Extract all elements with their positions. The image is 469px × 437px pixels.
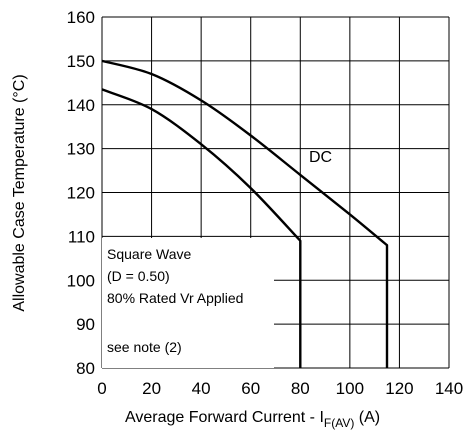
y-tick-label: 140 — [67, 96, 95, 115]
x-axis-label: Average Forward Current - IF(AV) (A) — [125, 409, 380, 430]
annotation-rated-vr: 80% Rated Vr Applied — [107, 290, 243, 306]
y-axis-label: Allowable Case Temperature (°C) — [11, 74, 28, 311]
x-tick-label: 80 — [291, 379, 310, 398]
x-axis-label-unit: (A) — [354, 409, 380, 426]
x-tick-label: 0 — [97, 379, 106, 398]
annotation-duty-cycle: (D = 0.50) — [107, 268, 170, 284]
x-tick-label: 40 — [192, 379, 211, 398]
annotation-square-wave: Square Wave — [107, 246, 192, 262]
y-tick-label: 110 — [68, 227, 95, 246]
y-tick-label: 150 — [67, 52, 95, 71]
series-line-square-wave — [101, 88, 302, 368]
annotation-see-note: see note (2) — [107, 339, 182, 355]
x-tick-label: 20 — [142, 379, 161, 398]
y-tick-label: 130 — [67, 140, 95, 159]
annotation-box — [102, 238, 274, 368]
x-tick-label: 60 — [241, 379, 260, 398]
series-label-dc: DC — [309, 149, 332, 166]
x-tick-label: 140 — [435, 379, 463, 398]
y-tick-labels: 80 90 100 110 120 130 140 150 160 — [67, 8, 95, 378]
x-tick-label: 120 — [385, 379, 413, 398]
x-axis-label-subscript: F(AV) — [324, 416, 354, 430]
x-tick-labels: 0 20 40 60 80 100 120 140 — [97, 379, 463, 398]
x-axis-label-main: Average Forward Current - I — [125, 409, 324, 426]
y-tick-label: 120 — [67, 184, 95, 203]
y-tick-label: 100 — [67, 271, 95, 290]
y-tick-label: 90 — [76, 315, 95, 334]
series-line-dc — [101, 59, 389, 368]
x-tick-label: 100 — [336, 379, 364, 398]
y-tick-label: 80 — [76, 359, 95, 378]
y-tick-label: 160 — [67, 8, 95, 27]
curves — [101, 59, 389, 368]
